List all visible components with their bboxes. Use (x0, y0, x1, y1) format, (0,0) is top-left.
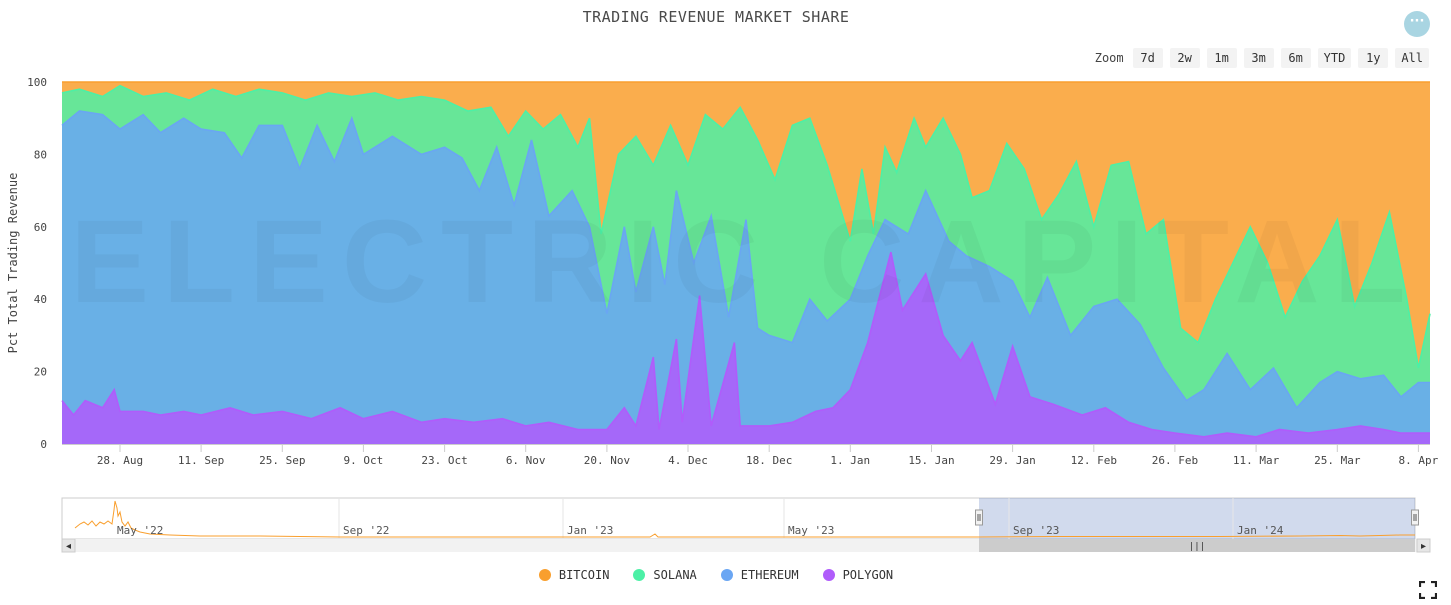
y-axis-title: Pct Total Trading Revenue (6, 173, 20, 354)
x-tick-label: 6. Nov (506, 454, 546, 467)
x-tick-label: 12. Feb (1071, 454, 1117, 467)
y-axis: 0 20 40 60 80 100 (27, 76, 47, 451)
navigator-label-sep23: Sep '23 (1013, 524, 1059, 537)
y-tick-label: 20 (34, 366, 47, 379)
x-tick-label: 26. Feb (1152, 454, 1198, 467)
legend-label-solana: SOLANA (653, 568, 697, 582)
legend-label-ethereum: ETHEREUM (740, 568, 799, 582)
y-tick-label: 60 (34, 221, 47, 234)
scrollbar-grip-icon: ||| (1189, 542, 1205, 552)
y-tick-label: 40 (34, 293, 47, 306)
x-tick-label: 25. Mar (1314, 454, 1361, 467)
zoom-3m-button[interactable]: 3m (1243, 48, 1274, 68)
zoom-6m-button[interactable]: 6m (1280, 48, 1311, 68)
legend-dot-bitcoin (538, 569, 551, 581)
legend-label-bitcoin: BITCOIN (558, 568, 610, 582)
x-tick-label: 11. Sep (178, 454, 224, 467)
line-polygon (61, 251, 1430, 438)
y-tick-label: 100 (27, 76, 47, 89)
legend-dot-polygon (822, 569, 835, 581)
zoom-1y-button[interactable]: 1y (1358, 48, 1389, 68)
ellipsis-icon[interactable]: ··· (1404, 11, 1430, 37)
x-tick-label: 8. Apr (1399, 454, 1439, 467)
x-tick-label: 9. Oct (344, 454, 384, 467)
legend-item-ethereum[interactable]: ETHEREUM (720, 568, 799, 582)
x-tick-label: 4. Dec (668, 454, 708, 467)
navigator-label-may23: May '23 (788, 524, 834, 537)
y-tick-label: 0 (40, 438, 47, 451)
x-tick-label: 28. Aug (97, 454, 143, 467)
x-tick-label: 20. Nov (584, 454, 631, 467)
line-ethereum (61, 110, 1430, 410)
zoom-label: Zoom (1094, 51, 1124, 65)
legend-label-polygon: POLYGON (842, 568, 894, 582)
line-solana (61, 84, 1431, 369)
watermark-text: ELECTRIC CAPITAL (70, 196, 1419, 328)
navigator-selected-range[interactable] (979, 498, 1415, 539)
navigator-grid (338, 498, 1234, 539)
navigator-right-handle[interactable] (1411, 509, 1419, 526)
zoom-ytd-button[interactable]: YTD (1317, 48, 1352, 68)
navigator[interactable]: May '22 Sep '22 Jan '23 May '23 Sep '23 … (61, 497, 1419, 540)
scrollbar-thumb[interactable] (979, 539, 1415, 552)
legend-dot-solana (633, 569, 646, 581)
navigator-frame (61, 497, 1416, 540)
x-tick-label: 25. Sep (259, 454, 305, 467)
x-tick-label: 18. Dec (746, 454, 792, 467)
navigator-left-handle[interactable] (975, 509, 983, 526)
chevron-right-icon: ▸ (1421, 541, 1426, 552)
x-tick-label: 15. Jan (908, 454, 954, 467)
legend-dot-ethereum (720, 569, 733, 581)
x-tick-label: 1. Jan (830, 454, 870, 467)
legend-item-polygon[interactable]: POLYGON (822, 568, 894, 582)
scrollbar-right-arrow-button[interactable] (1416, 538, 1431, 553)
x-axis: 28. Aug 11. Sep 25. Sep 9. Oct 23. Oct 6. Nov… (62, 444, 1439, 467)
fullscreen-icon[interactable] (1419, 581, 1437, 599)
watermark: ELECTRIC CAPITAL (70, 196, 1419, 328)
navigator-label-jan23: Jan '23 (567, 524, 613, 537)
legend-item-bitcoin[interactable]: BITCOIN (538, 568, 610, 582)
legend-item-solana[interactable]: SOLANA (633, 568, 697, 582)
chart-title: TRADING REVENUE MARKET SHARE (582, 8, 850, 26)
x-tick-label: 23. Oct (421, 454, 467, 467)
navigator-label-sep22: Sep '22 (343, 524, 389, 537)
chevron-left-icon: ◂ (66, 541, 71, 552)
zoom-7d-button[interactable]: 7d (1132, 48, 1163, 68)
area-polygon (62, 252, 1430, 444)
navigator-series-line (74, 500, 1415, 538)
zoom-1m-button[interactable]: 1m (1206, 48, 1237, 68)
y-tick-label: 80 (34, 148, 47, 161)
legend: BITCOIN SOLANA ETHEREUM POLYGON (0, 568, 1432, 582)
zoom-all-button[interactable]: All (1395, 48, 1429, 68)
zoom-bar: Zoom 7d 2w 1m 3m 6m YTD 1y All (1095, 48, 1429, 68)
scrollbar-left-arrow-button[interactable] (61, 538, 76, 553)
series-areas (61, 81, 1431, 444)
navigator-label-may22: May '22 (117, 524, 163, 537)
navigator-label-jan24: Jan '24 (1237, 524, 1284, 537)
area-ethereum (62, 111, 1430, 444)
x-tick-label: 29. Jan (989, 454, 1035, 467)
scrollbar[interactable]: ||| ◂ ▸ (61, 538, 1431, 553)
x-tick-label: 11. Mar (1233, 454, 1280, 467)
zoom-2w-button[interactable]: 2w (1169, 48, 1200, 68)
